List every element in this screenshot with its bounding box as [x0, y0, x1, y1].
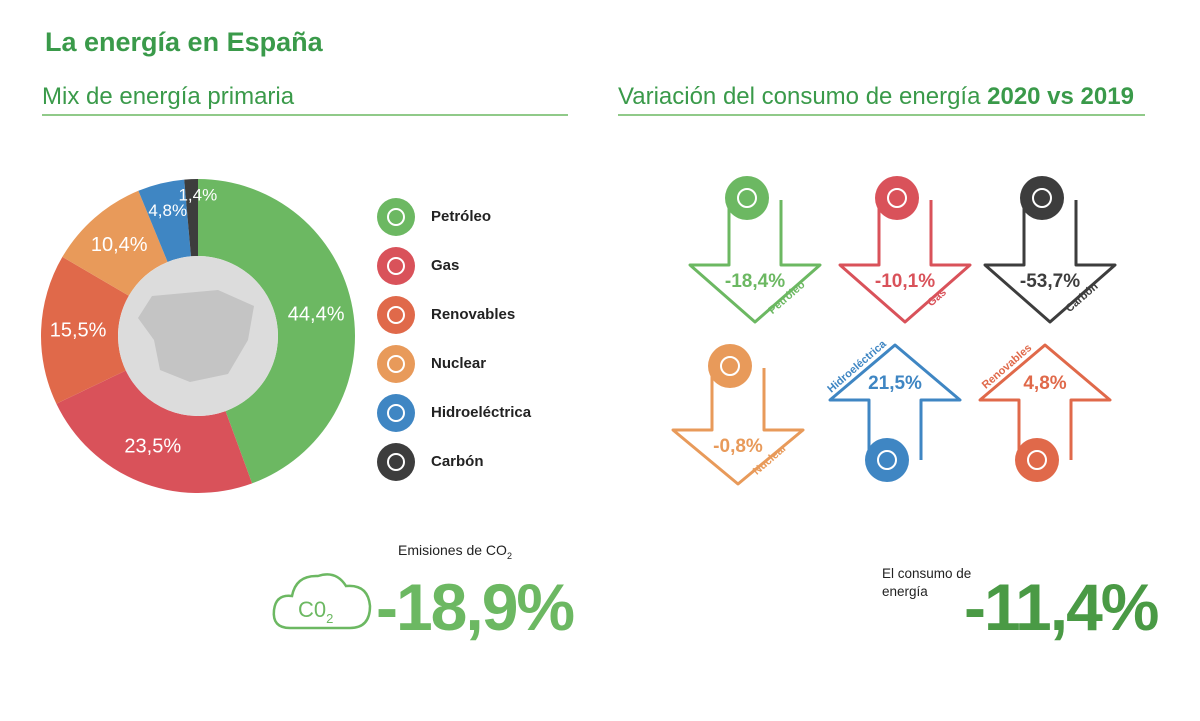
variation-value: -0,8%	[713, 436, 763, 457]
legend-icon-glyph	[387, 257, 405, 275]
legend-label: Carbón	[431, 453, 484, 470]
emissions-value: -18,9%	[376, 570, 573, 644]
slice-label: 4,8%	[148, 201, 187, 220]
variation-arrow	[671, 368, 805, 486]
cloud-icon-text: C02	[298, 597, 333, 626]
emissions-label: Emisiones de CO2	[398, 542, 512, 561]
pie-slice	[62, 190, 168, 296]
pie-title: Mix de energía primaria	[42, 83, 295, 110]
variation-period: 2020 vs 2019	[987, 83, 1134, 110]
pie-slice	[41, 256, 129, 404]
variation-icon-glyph	[1032, 188, 1052, 208]
consumption-label: energía	[882, 584, 928, 599]
variation-icon-glyph	[737, 188, 757, 208]
consumption-label: El consumo de	[882, 566, 971, 581]
legend-icon-glyph	[387, 453, 405, 471]
slice-label: 23,5%	[124, 435, 181, 457]
icon-text: C0	[298, 597, 326, 622]
legend-icon-glyph	[387, 404, 405, 422]
variation-icon	[875, 176, 919, 220]
consumption-value: -11,4%	[964, 570, 1158, 644]
emissions-label-text: Emisiones de CO	[398, 542, 507, 558]
legend-label: Gas	[431, 257, 459, 274]
legend-icon	[377, 345, 415, 383]
legend-icon	[377, 198, 415, 236]
variation-arrow	[828, 343, 962, 460]
variation-value: -18,4%	[725, 271, 785, 292]
legend-icon	[377, 394, 415, 432]
icon-sub: 2	[326, 611, 333, 626]
variation-icon	[1020, 176, 1064, 220]
pie-slice	[198, 179, 355, 484]
legend-label: Petróleo	[431, 208, 491, 225]
slice-label: 1,4%	[178, 186, 217, 205]
pie-slice	[138, 179, 191, 262]
variation-title: Variación del consumo de energía 2020 vs…	[618, 83, 1134, 110]
cloud-icon	[272, 573, 372, 630]
variation-value: -10,1%	[875, 271, 935, 292]
slice-label: 10,4%	[91, 234, 148, 256]
variation-arrow	[838, 200, 972, 324]
pie-slice	[184, 179, 198, 257]
legend-icon	[377, 443, 415, 481]
variation-title-text: Variación del consumo de energía	[618, 83, 981, 110]
legend-label: Hidroeléctrica	[431, 404, 532, 421]
variation-icon-glyph	[720, 356, 740, 376]
variation-icon-glyph	[1027, 450, 1047, 470]
slice-label: 44,4%	[288, 303, 345, 325]
emissions-label-sub: 2	[507, 551, 512, 561]
variation-value: 4,8%	[1023, 373, 1066, 394]
variation-icon	[1015, 438, 1059, 482]
legend-label: Nuclear	[431, 355, 486, 372]
variation-arrow	[978, 343, 1112, 460]
legend-icon-glyph	[387, 208, 405, 226]
variation-arrow	[983, 200, 1117, 324]
variation-icon	[725, 176, 769, 220]
variation-icon	[708, 344, 752, 388]
page-title: La energía en España	[45, 27, 324, 57]
legend-icon	[377, 296, 415, 334]
legend-icon-glyph	[387, 306, 405, 324]
variation-value: -53,7%	[1020, 271, 1080, 292]
variation-value: 21,5%	[868, 373, 922, 394]
slice-label: 15,5%	[50, 319, 107, 341]
variation-icon	[865, 438, 909, 482]
variation-icon-glyph	[887, 188, 907, 208]
map-shape	[138, 290, 254, 382]
variation-arrow	[688, 200, 822, 324]
legend-icon	[377, 247, 415, 285]
legend-label: Renovables	[431, 306, 515, 323]
pie-slice	[56, 370, 253, 493]
legend-icon-glyph	[387, 355, 405, 373]
variation-icon-glyph	[877, 450, 897, 470]
